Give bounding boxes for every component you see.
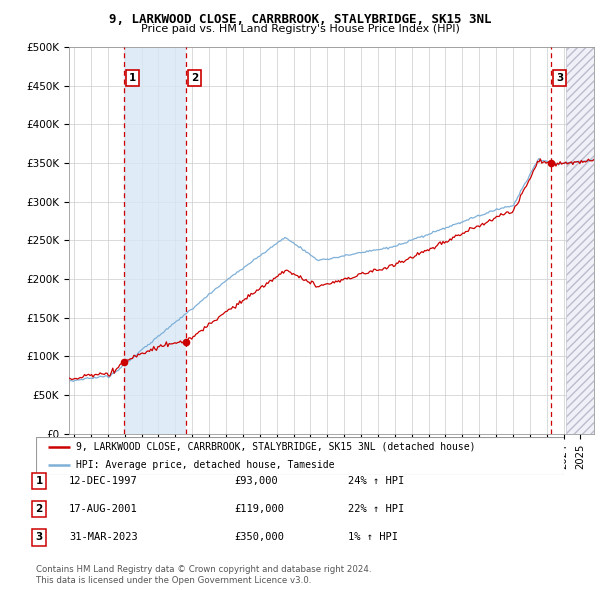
Text: Price paid vs. HM Land Registry's House Price Index (HPI): Price paid vs. HM Land Registry's House …	[140, 24, 460, 34]
Text: 17-AUG-2001: 17-AUG-2001	[69, 504, 138, 514]
Text: 12-DEC-1997: 12-DEC-1997	[69, 476, 138, 486]
Text: 2: 2	[35, 504, 43, 514]
Text: £119,000: £119,000	[234, 504, 284, 514]
Text: 1% ↑ HPI: 1% ↑ HPI	[348, 533, 398, 542]
Text: 1: 1	[129, 73, 136, 83]
Text: £93,000: £93,000	[234, 476, 278, 486]
Text: 9, LARKWOOD CLOSE, CARRBROOK, STALYBRIDGE, SK15 3NL: 9, LARKWOOD CLOSE, CARRBROOK, STALYBRIDG…	[109, 13, 491, 26]
Text: 22% ↑ HPI: 22% ↑ HPI	[348, 504, 404, 514]
Text: £350,000: £350,000	[234, 533, 284, 542]
Text: 31-MAR-2023: 31-MAR-2023	[69, 533, 138, 542]
Text: 1: 1	[35, 476, 43, 486]
Text: 24% ↑ HPI: 24% ↑ HPI	[348, 476, 404, 486]
Text: 2: 2	[191, 73, 198, 83]
Text: HPI: Average price, detached house, Tameside: HPI: Average price, detached house, Tame…	[76, 460, 334, 470]
Bar	[124, 47, 186, 434]
Text: 3: 3	[556, 73, 563, 83]
Text: Contains HM Land Registry data © Crown copyright and database right 2024.
This d: Contains HM Land Registry data © Crown c…	[36, 565, 371, 585]
Text: 3: 3	[35, 533, 43, 542]
Text: 9, LARKWOOD CLOSE, CARRBROOK, STALYBRIDGE, SK15 3NL (detached house): 9, LARKWOOD CLOSE, CARRBROOK, STALYBRIDG…	[76, 441, 475, 451]
